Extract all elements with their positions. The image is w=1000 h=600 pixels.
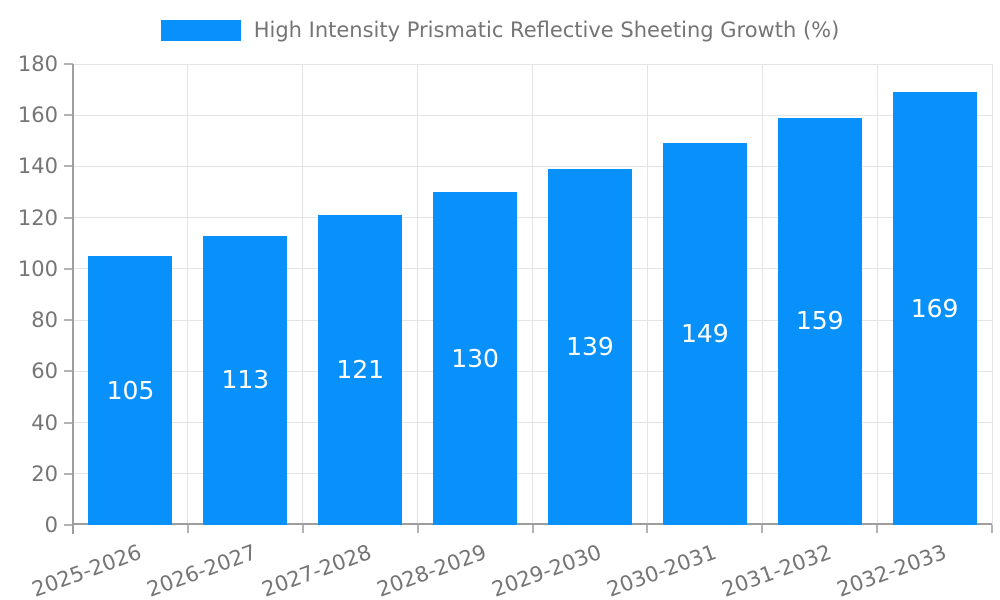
y-axis-tick-label: 0: [44, 513, 58, 537]
bar: [88, 256, 173, 525]
gridline-vertical: [761, 64, 763, 525]
y-axis-tick-label: 20: [31, 461, 58, 486]
y-tick-mark: [64, 472, 73, 475]
gridline-vertical: [991, 64, 993, 525]
x-tick-mark: [531, 525, 534, 533]
bar: [662, 143, 747, 525]
legend-swatch: [160, 19, 241, 41]
x-tick-mark: [416, 525, 419, 533]
gridline-vertical: [187, 64, 189, 525]
y-tick-mark: [64, 370, 73, 373]
y-tick-mark: [64, 114, 73, 117]
x-tick-mark: [991, 525, 993, 533]
bar: [433, 192, 518, 525]
y-tick-mark: [64, 524, 73, 526]
x-tick-mark: [876, 525, 879, 533]
bar-value-label: 159: [795, 306, 844, 336]
bar-value-label: 105: [106, 375, 155, 405]
bar-value-label: 139: [566, 332, 614, 361]
y-tick-mark: [64, 421, 73, 424]
x-tick-mark: [646, 525, 649, 533]
bar: [892, 92, 977, 525]
bar-value-label: 169: [910, 293, 959, 323]
x-tick-mark: [761, 525, 764, 533]
y-axis-tick-label: 180: [17, 52, 58, 76]
legend-label: High Intensity Prismatic Reflective Shee…: [253, 18, 840, 42]
bar: [777, 117, 862, 525]
y-tick-mark: [64, 267, 73, 270]
x-axis-line: [73, 523, 992, 525]
bar: [547, 169, 632, 525]
x-tick-mark: [301, 525, 304, 533]
gridline-vertical: [302, 64, 304, 525]
y-tick-mark: [64, 63, 73, 65]
y-tick-mark: [64, 319, 73, 322]
chart-legend: High Intensity Prismatic Reflective Shee…: [0, 18, 1000, 42]
y-axis-tick-label: 100: [17, 256, 58, 281]
gridline-vertical: [876, 64, 878, 525]
y-tick-mark: [64, 165, 73, 168]
bar: [318, 215, 403, 525]
y-axis-line: [72, 64, 74, 534]
y-tick-mark: [64, 216, 73, 219]
gridline-vertical: [417, 64, 419, 525]
y-axis-tick-label: 60: [31, 359, 58, 384]
y-axis-tick-label: 80: [31, 308, 58, 333]
bar-value-label: 130: [451, 343, 499, 373]
y-axis-tick-label: 160: [17, 103, 58, 128]
y-axis-tick-label: 140: [17, 154, 58, 179]
bar: [203, 235, 288, 525]
bar-value-label: 113: [221, 365, 270, 395]
bar-value-label: 149: [680, 319, 729, 349]
gridline-vertical: [532, 64, 533, 525]
y-axis-tick-label: 40: [31, 410, 58, 435]
gridline-vertical: [646, 64, 648, 525]
bar-value-label: 121: [336, 355, 385, 385]
y-axis-tick-label: 120: [17, 205, 58, 230]
x-tick-mark: [186, 525, 189, 533]
plot-area: 0 20 40 60 80 100 120 140 160 180 105 2025-2026 113 2…: [18, 52, 993, 600]
